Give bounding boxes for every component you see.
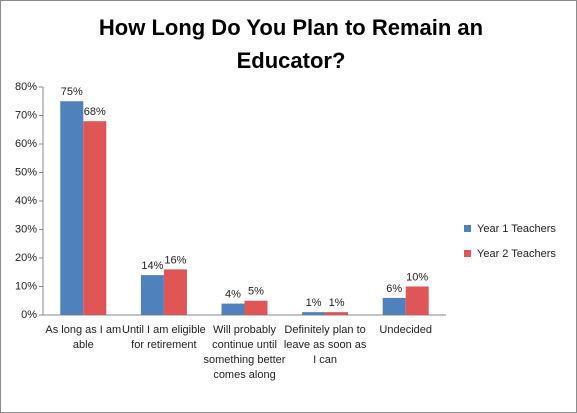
y-tick-label: 80% xyxy=(15,81,37,93)
y-tick-label: 10% xyxy=(15,280,37,292)
legend-label: Year 1 Teachers xyxy=(477,223,556,235)
legend-swatch xyxy=(464,250,471,257)
value-label: 5% xyxy=(248,286,264,298)
y-tick-label: 20% xyxy=(15,252,37,264)
legend-label: Year 2 Teachers xyxy=(477,248,556,260)
x-tick-label: Until I am eligible for retirement xyxy=(122,324,206,351)
y-tick-label: 40% xyxy=(15,195,37,207)
value-label: 14% xyxy=(141,260,163,272)
y-tick-label: 0% xyxy=(21,309,37,321)
bar xyxy=(405,286,429,315)
value-label: 6% xyxy=(386,283,402,295)
bar xyxy=(382,297,406,315)
value-label: 16% xyxy=(164,254,186,266)
value-label: 1% xyxy=(329,297,345,309)
bar xyxy=(302,312,326,315)
bar xyxy=(325,312,349,315)
value-label: 1% xyxy=(306,297,322,309)
bar xyxy=(221,303,245,315)
y-tick-label: 30% xyxy=(15,223,37,235)
chart-title: How Long Do You Plan to Remain an Educat… xyxy=(98,15,484,73)
value-label: 68% xyxy=(84,106,106,118)
y-tick-label: 50% xyxy=(15,166,37,178)
bar xyxy=(140,275,164,315)
y-tick-label: 70% xyxy=(15,109,37,121)
y-tick-label: 60% xyxy=(15,138,37,150)
value-label: 10% xyxy=(406,271,428,283)
legend-swatch xyxy=(464,225,471,232)
value-label: 4% xyxy=(225,289,241,301)
x-tick-label: As long as I am able xyxy=(45,324,122,351)
bar xyxy=(60,101,84,315)
bar xyxy=(244,300,268,315)
value-label: 75% xyxy=(61,86,83,98)
bar xyxy=(83,121,107,315)
bar xyxy=(163,269,187,315)
x-tick-label: Undecided xyxy=(379,324,432,336)
x-tick-label: Definitely plan to leave as soon as I ca… xyxy=(283,324,367,366)
x-tick-label: Will probably continue until something b… xyxy=(203,324,286,381)
